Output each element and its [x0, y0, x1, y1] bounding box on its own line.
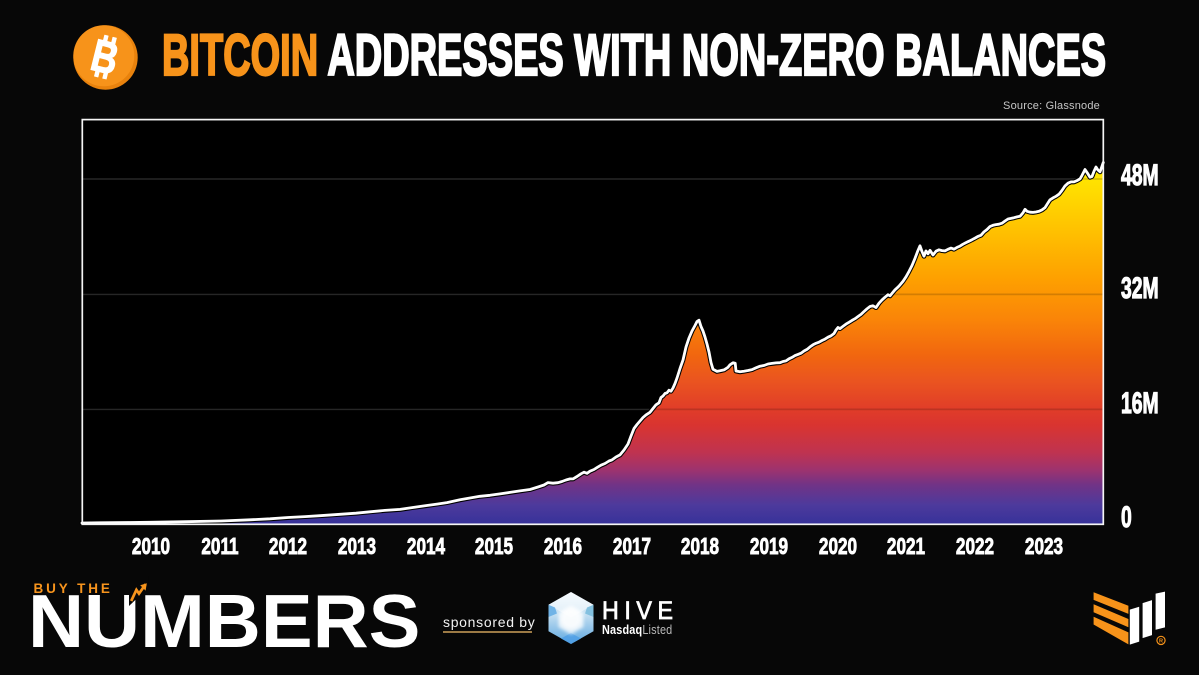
svg-text:R: R: [1159, 638, 1163, 644]
